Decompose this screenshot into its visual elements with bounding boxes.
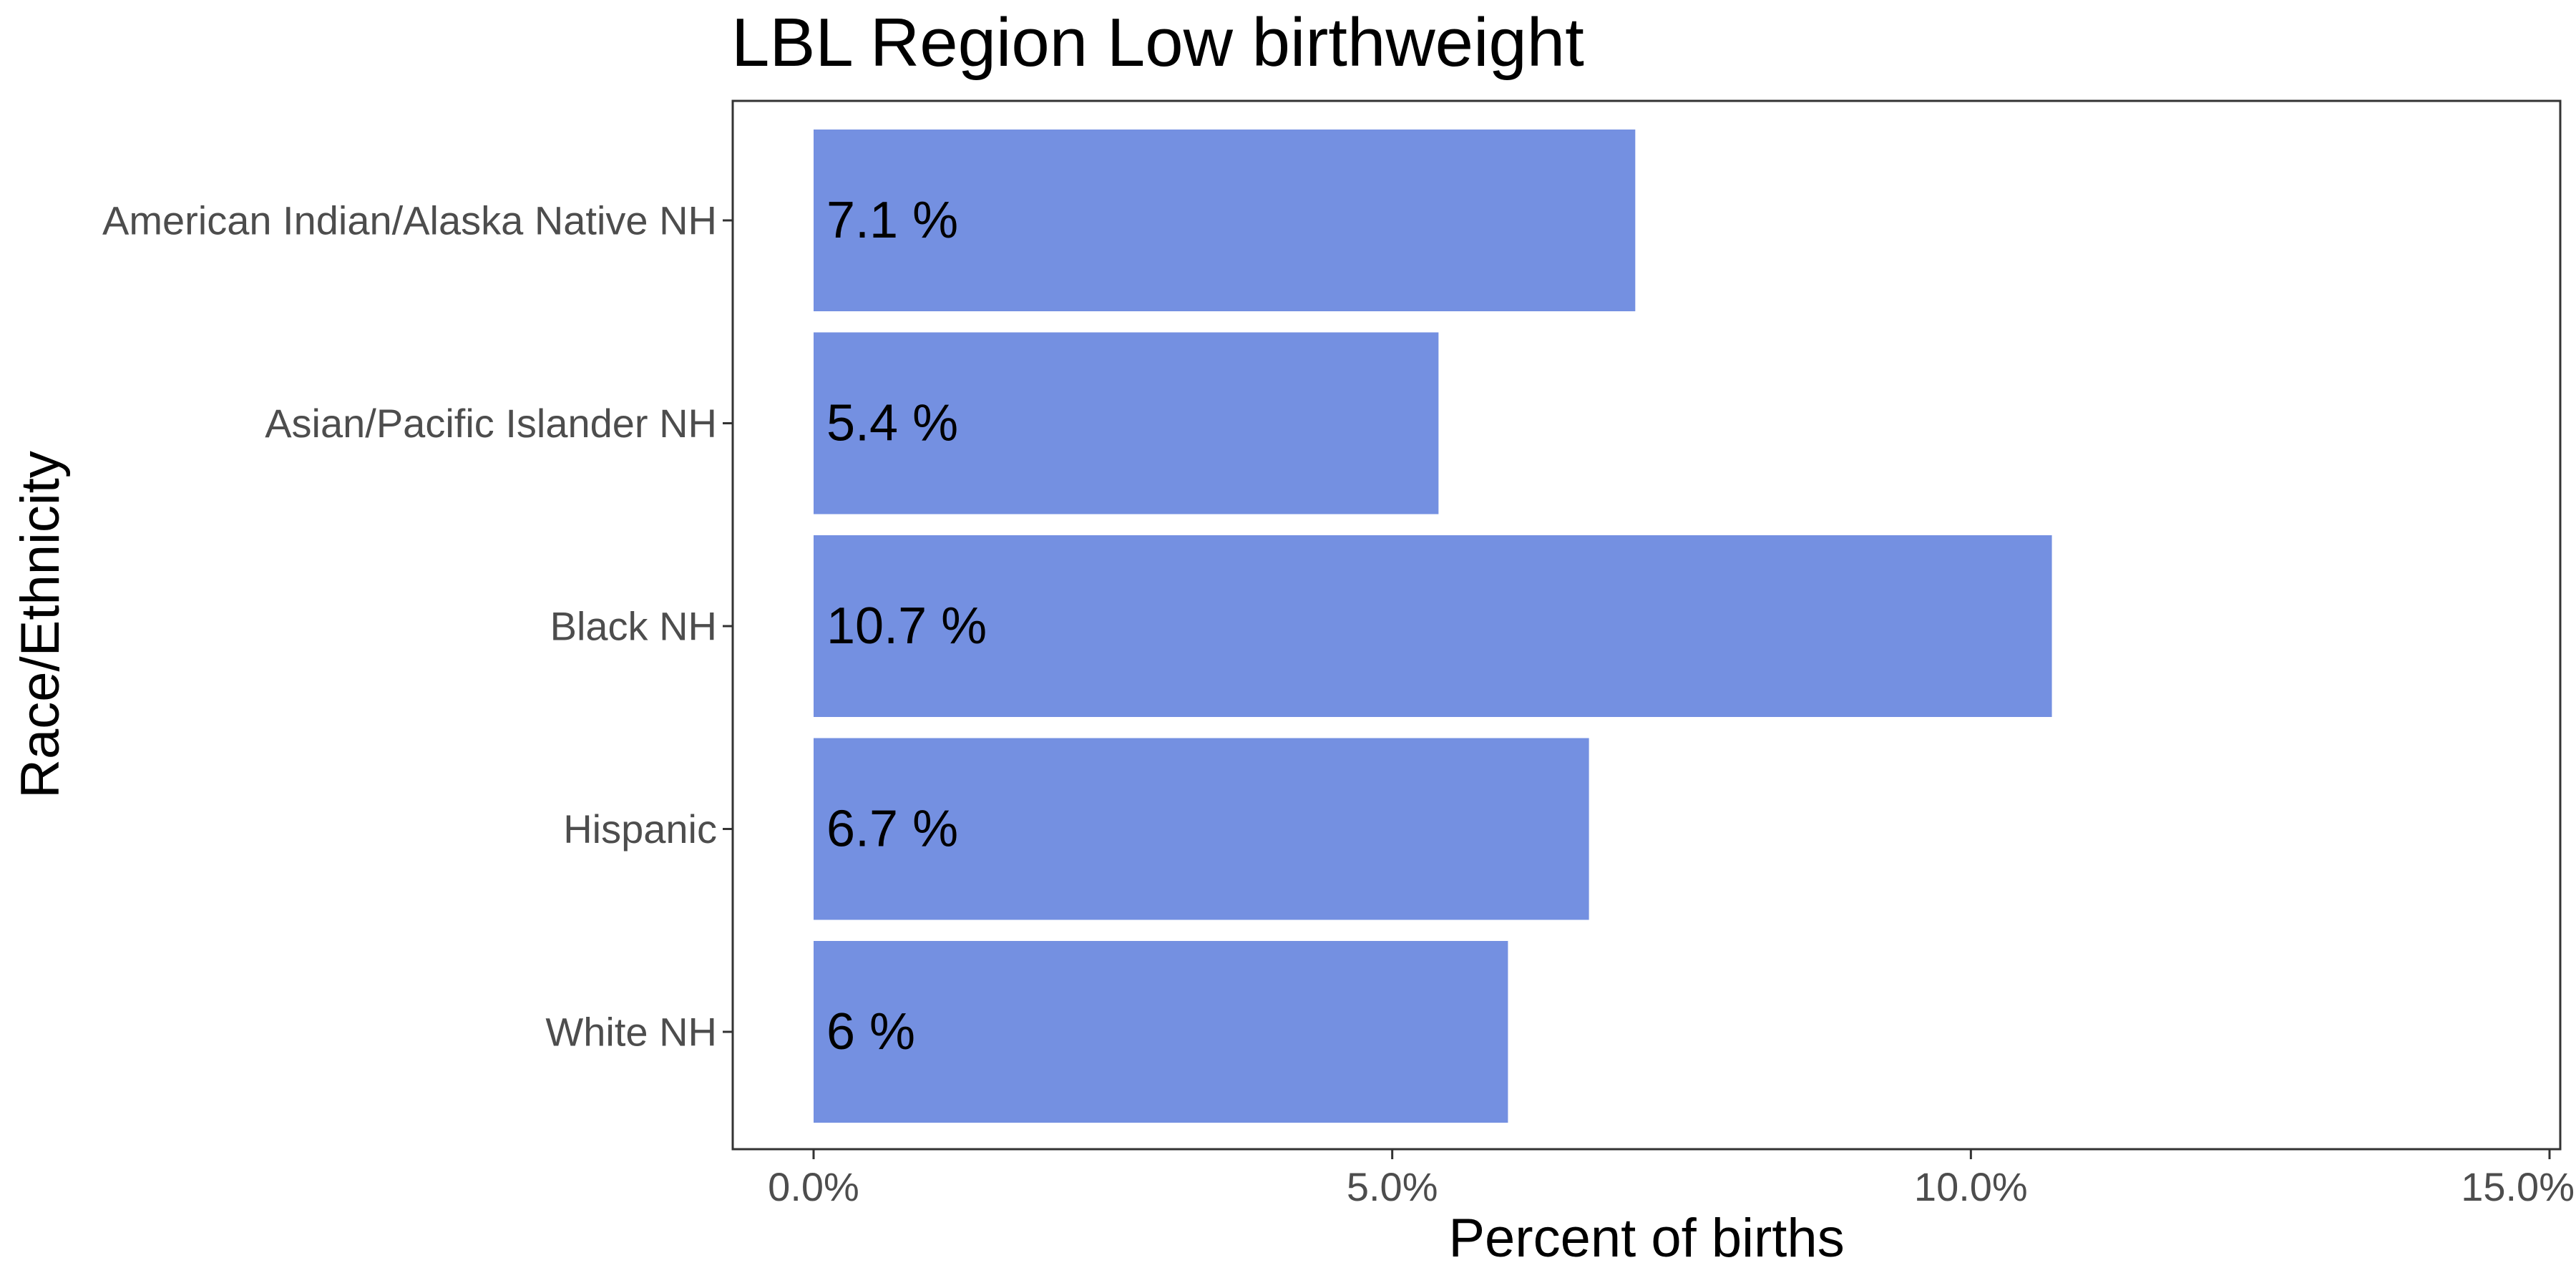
bar-5: [814, 941, 1508, 1123]
x-tick-label-2: 5.0%: [1347, 1164, 1438, 1209]
data-label-1: 7.1 %: [826, 192, 958, 249]
y-axis: American Indian/Alaska Native NH Asian/Pa…: [102, 198, 733, 1055]
y-axis-title: Race/Ethnicity: [10, 451, 71, 799]
data-label-5: 6 %: [826, 1003, 915, 1060]
data-label-3: 10.7 %: [826, 597, 987, 655]
x-tick-label-3: 10.0%: [1914, 1164, 2028, 1209]
y-tick-label-4: Hispanic: [563, 806, 717, 852]
bar-3: [814, 535, 2052, 717]
y-tick-label-1: American Indian/Alaska Native NH: [102, 198, 717, 243]
y-tick-label-2: Asian/Pacific Islander NH: [265, 401, 717, 446]
bar-1: [814, 130, 1636, 311]
bar-2: [814, 332, 1439, 514]
data-label-2: 5.4 %: [826, 395, 958, 452]
y-tick-label-3: Black NH: [550, 604, 717, 649]
data-label-4: 6.7 %: [826, 801, 958, 858]
x-tick-label-4: 15.0%: [2461, 1164, 2575, 1209]
bars-layer: 7.1 % 5.4 % 10.7 % 6.7 % 6 %: [814, 130, 2052, 1123]
x-axis-title: Percent of births: [1448, 1208, 1844, 1269]
y-tick-label-5: White NH: [545, 1010, 717, 1055]
x-tick-label-1: 0.0%: [768, 1164, 859, 1209]
chart-title: LBL Region Low birthweight: [731, 4, 1584, 81]
bar-4: [814, 738, 1589, 920]
x-axis: 0.0% 5.0% 10.0% 15.0%: [768, 1149, 2575, 1209]
